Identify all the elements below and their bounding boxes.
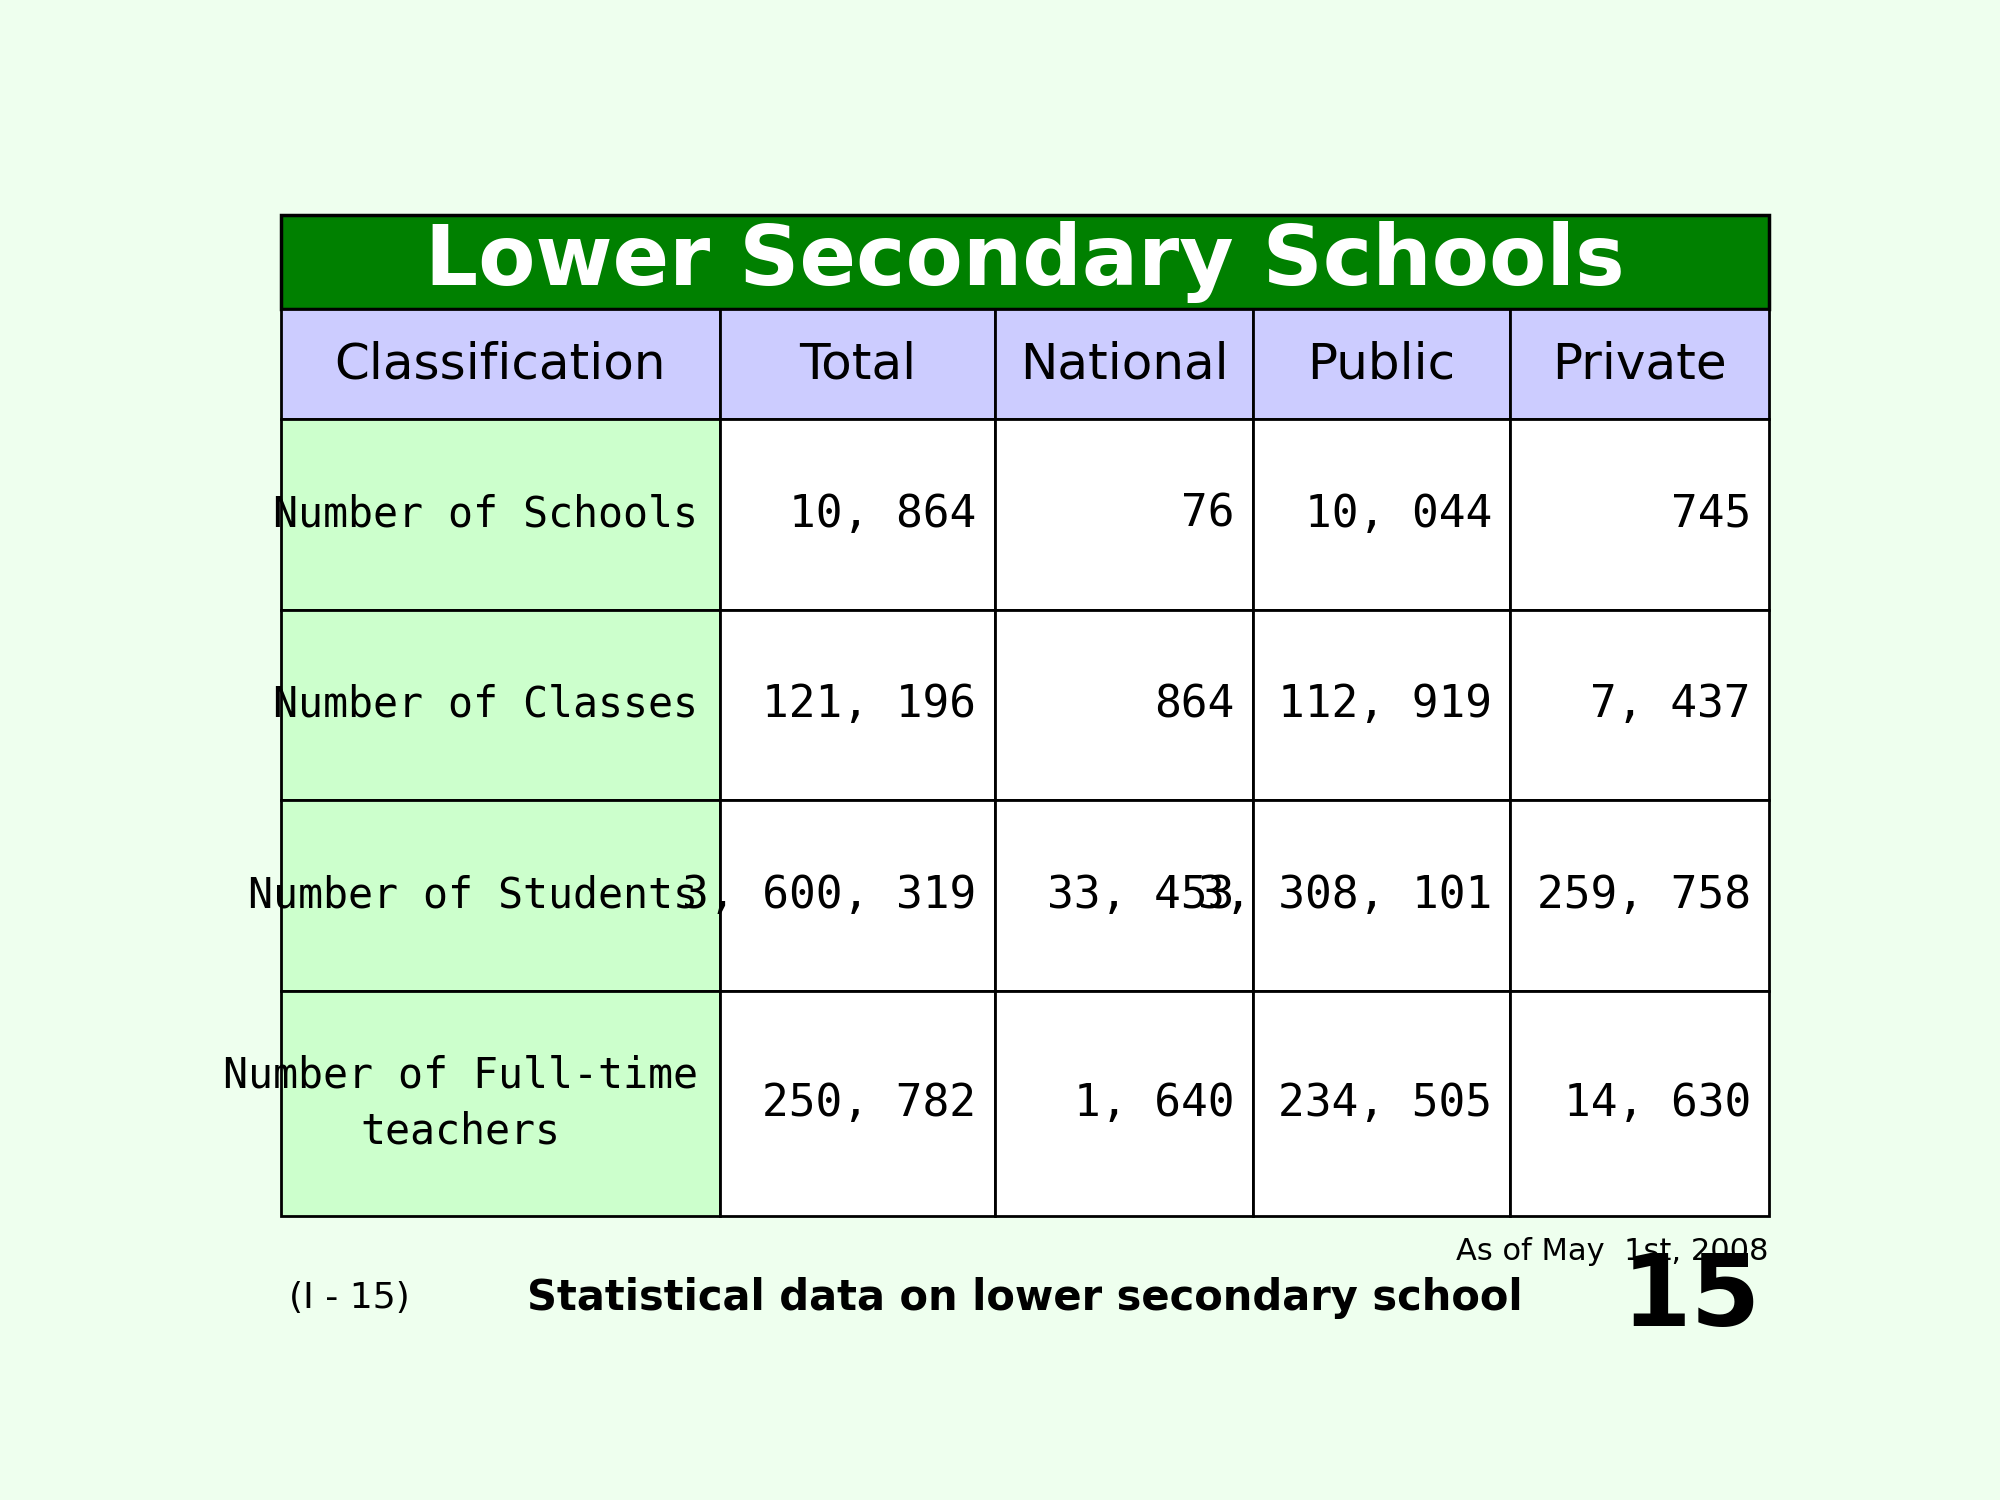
Bar xyxy=(720,309,996,419)
Text: 7, 437: 7, 437 xyxy=(1590,684,1750,726)
Text: 10, 044: 10, 044 xyxy=(1304,494,1492,536)
Bar xyxy=(280,419,720,609)
Text: 121, 196: 121, 196 xyxy=(762,684,976,726)
Bar xyxy=(280,309,720,419)
Bar xyxy=(1252,992,1510,1216)
Text: Private: Private xyxy=(1552,340,1726,388)
Text: 864: 864 xyxy=(1154,684,1234,726)
Text: Statistical data on lower secondary school: Statistical data on lower secondary scho… xyxy=(528,1276,1522,1318)
Bar xyxy=(280,214,1770,309)
Text: 33, 453: 33, 453 xyxy=(1048,874,1234,916)
Bar xyxy=(720,419,996,609)
Text: 3, 600, 319: 3, 600, 319 xyxy=(682,874,976,916)
Text: 3, 308, 101: 3, 308, 101 xyxy=(1198,874,1492,916)
Bar xyxy=(996,992,1252,1216)
Bar xyxy=(1510,992,1770,1216)
Bar xyxy=(1510,309,1770,419)
Bar xyxy=(996,609,1252,800)
Bar xyxy=(720,992,996,1216)
Text: National: National xyxy=(1020,340,1228,388)
Bar xyxy=(720,800,996,992)
Bar xyxy=(1252,309,1510,419)
Text: 10, 864: 10, 864 xyxy=(788,494,976,536)
Text: Classification: Classification xyxy=(334,340,666,388)
Bar xyxy=(1252,609,1510,800)
Bar xyxy=(720,609,996,800)
Text: 76: 76 xyxy=(1182,494,1234,536)
Text: 745: 745 xyxy=(1670,494,1750,536)
Text: As of May  1st, 2008: As of May 1st, 2008 xyxy=(1456,1238,1770,1266)
Text: 112, 919: 112, 919 xyxy=(1278,684,1492,726)
Bar xyxy=(1252,419,1510,609)
Bar xyxy=(280,800,720,992)
Bar xyxy=(1510,800,1770,992)
Bar xyxy=(996,800,1252,992)
Text: Number of Schools: Number of Schools xyxy=(274,494,698,536)
Text: Total: Total xyxy=(800,340,916,388)
Bar xyxy=(280,609,720,800)
Text: (I - 15): (I - 15) xyxy=(288,1281,410,1316)
Bar xyxy=(280,992,720,1216)
Text: 234, 505: 234, 505 xyxy=(1278,1082,1492,1125)
Text: 259, 758: 259, 758 xyxy=(1536,874,1750,916)
Text: 250, 782: 250, 782 xyxy=(762,1082,976,1125)
Text: 15: 15 xyxy=(1622,1250,1762,1347)
Bar xyxy=(1252,800,1510,992)
Bar xyxy=(996,309,1252,419)
Bar xyxy=(1510,419,1770,609)
Text: Lower Secondary Schools: Lower Secondary Schools xyxy=(426,220,1624,303)
Bar xyxy=(996,419,1252,609)
Bar xyxy=(1510,609,1770,800)
Text: 14, 630: 14, 630 xyxy=(1564,1082,1750,1125)
Text: Public: Public xyxy=(1308,340,1456,388)
Text: Number of Students: Number of Students xyxy=(248,874,698,916)
Text: Number of Classes: Number of Classes xyxy=(274,684,698,726)
Text: Number of Full-time
teachers: Number of Full-time teachers xyxy=(224,1054,698,1152)
Text: 1, 640: 1, 640 xyxy=(1074,1082,1234,1125)
